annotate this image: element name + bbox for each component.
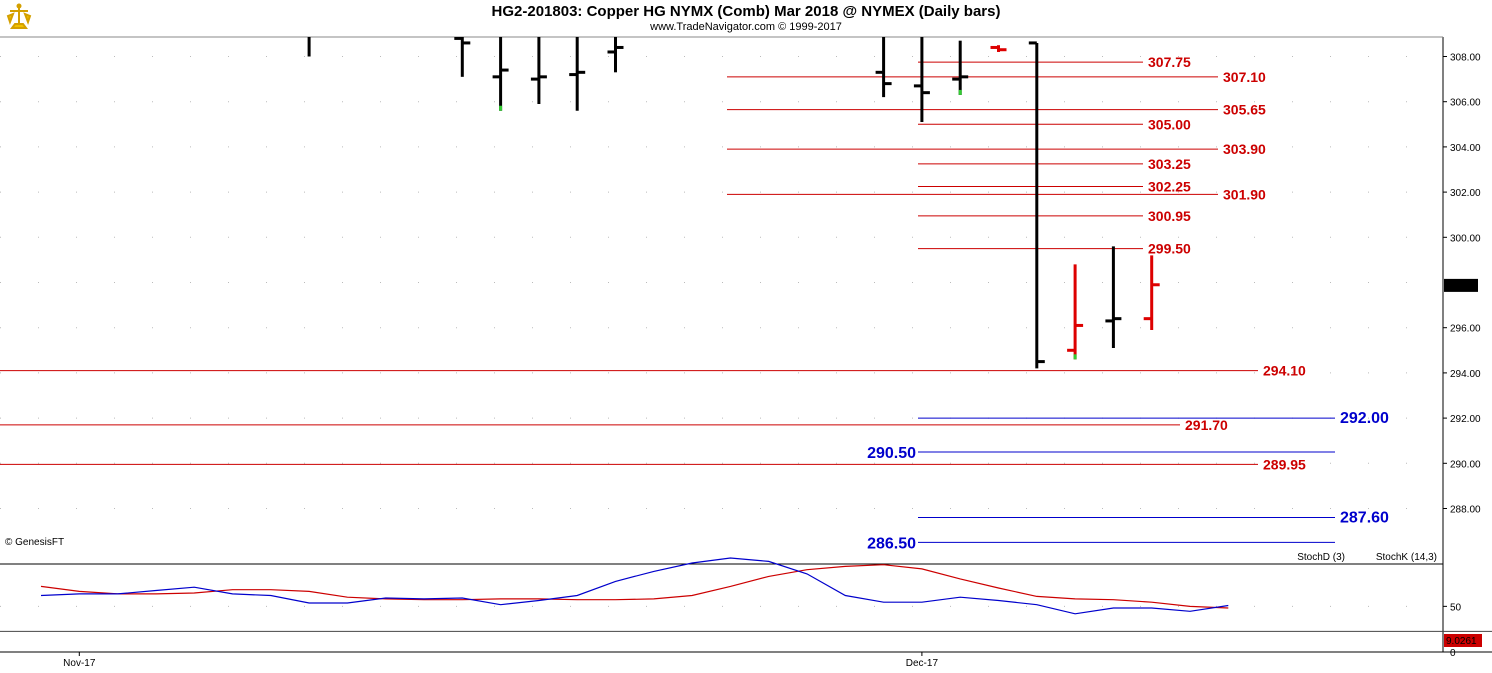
price-tick-label: 308.00 — [1450, 53, 1481, 64]
level-label: 289.95 — [1263, 456, 1306, 472]
chart-frame — [0, 36, 1492, 653]
level-label: 305.65 — [1223, 102, 1266, 118]
level-label: 292.00 — [1340, 410, 1389, 427]
price-tick-label: 296.00 — [1450, 324, 1481, 335]
level-label: 301.90 — [1223, 186, 1266, 202]
ohlc-bars — [307, 37, 1160, 369]
chart-background — [0, 37, 1492, 636]
price-tick-label: 304.00 — [1450, 143, 1481, 154]
level-label: 307.10 — [1223, 69, 1266, 85]
support-resistance-levels: 307.75 307.10 305.65 305.00 303.90 303.25 302.… — [0, 54, 1389, 552]
price-axis: 308.00 306.00 304.00 302.00 300.00 296.00 294.… — [63, 53, 1481, 670]
level-label: 290.50 — [867, 445, 916, 462]
price-tick-label: 294.00 — [1450, 369, 1481, 380]
stoch-d-line — [40, 564, 1229, 609]
chart-subtitle: www.TradeNavigator.com © 1999-2017 — [650, 21, 842, 33]
stoch-k-legend: StochK (14,3) — [1376, 552, 1437, 563]
watermark-text: © GenesisFT — [5, 537, 65, 548]
level-label: 299.50 — [1148, 241, 1191, 257]
level-label: 291.70 — [1185, 417, 1228, 433]
stoch-zero-label: 0 — [1450, 648, 1456, 659]
level-label: 305.00 — [1148, 116, 1191, 132]
price-tick-label: 288.00 — [1450, 505, 1481, 516]
last-price-label: 297.85 — [1446, 281, 1477, 292]
stoch-k-line — [40, 557, 1229, 615]
chart-header: HG2-201803: Copper HG NYMX (Comb) Mar 20… — [0, 0, 1492, 36]
stochastic-panel: 50 0 StochD (3) StochK (14,3) 9.0261 — [0, 552, 1492, 659]
stoch-tick-label: 50 — [1450, 602, 1462, 613]
level-label: 300.95 — [1148, 208, 1191, 224]
level-label: 307.75 — [1148, 54, 1191, 70]
stoch-last-label: 9.0261 — [1446, 636, 1477, 647]
navigator-logo-icon — [4, 2, 34, 37]
chart-title: HG2-201803: Copper HG NYMX (Comb) Mar 20… — [491, 3, 1001, 20]
price-tick-label: 290.00 — [1450, 459, 1481, 470]
level-label: 287.60 — [1340, 510, 1389, 527]
stoch-last-box — [1444, 634, 1482, 647]
price-tick-label: 292.00 — [1450, 414, 1481, 425]
stoch-d-legend: StochD (3) — [1297, 552, 1345, 563]
bar-group — [307, 37, 1160, 369]
level-label: 294.10 — [1263, 363, 1306, 379]
price-tick-label: 306.00 — [1450, 98, 1481, 109]
level-label: 302.25 — [1148, 178, 1191, 194]
level-label: 286.50 — [867, 535, 916, 552]
price-tick-label: 302.00 — [1450, 188, 1481, 199]
level-label: 303.90 — [1223, 141, 1266, 157]
price-tick-label: 300.00 — [1450, 233, 1481, 244]
date-tick-label: Dec-17 — [906, 658, 939, 669]
last-price-box — [1444, 278, 1478, 292]
level-label: 303.25 — [1148, 156, 1191, 172]
axis-background — [1443, 37, 1492, 652]
date-tick-label: Nov-17 — [63, 658, 96, 669]
